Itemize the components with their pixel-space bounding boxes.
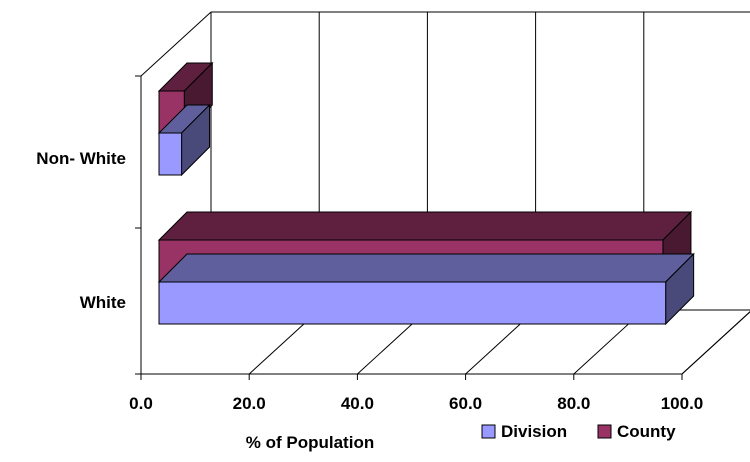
x-tick-label: 0.0 (129, 394, 153, 413)
bars (157, 61, 695, 326)
legend-item-division: Division (481, 422, 567, 441)
legend: Division County (481, 422, 676, 441)
x-tick-label: 20.0 (233, 394, 266, 413)
category-label-white: White (80, 293, 126, 312)
gridline-floor-100-0 (681, 311, 750, 375)
x-tick-label: 40.0 (341, 394, 374, 413)
axes (135, 75, 683, 380)
x-tick-label: 100.0 (661, 394, 704, 413)
x-axis-label: % of Population (246, 433, 374, 452)
bar-top-face (157, 211, 693, 241)
x-tick-label: 60.0 (449, 394, 482, 413)
legend-label: County (617, 422, 676, 441)
category-labels: White Non- White (36, 149, 126, 312)
bar-front-face (158, 132, 183, 176)
x-tick-label: 80.0 (557, 394, 590, 413)
legend-swatch (481, 424, 496, 439)
tick-labels: 0.0 20.0 40.0 60.0 80.0 100.0 (129, 394, 703, 413)
side-wall-top-edge (140, 11, 212, 77)
bar-division-white (157, 252, 695, 326)
bar-front-face (158, 281, 667, 325)
legend-item-county: County (597, 422, 676, 441)
legend-label: Division (501, 422, 567, 441)
bar-top-face (157, 253, 695, 283)
legend-swatch (597, 424, 612, 439)
category-label-non-white: Non- White (36, 149, 126, 168)
bar-division-non-white (157, 103, 211, 177)
